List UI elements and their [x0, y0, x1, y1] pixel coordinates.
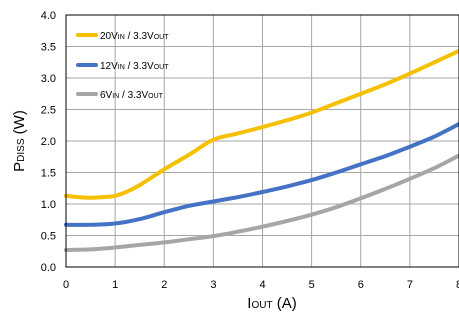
legend-label-1: 20VIN / 3.3VOUT: [100, 31, 169, 42]
x-tick-label: 7: [407, 279, 413, 291]
series-lines: [64, 48, 459, 252]
series-line-2: [64, 122, 459, 227]
y-tick-label: 3.0: [41, 73, 56, 85]
x-tick-label: 0: [63, 279, 69, 291]
x-tick-label: 4: [259, 279, 265, 291]
y-axis-title: PDISS (W): [11, 110, 28, 172]
x-tick-label: 3: [210, 279, 216, 291]
x-tick-label: 5: [309, 279, 315, 291]
y-tick-label: 0.0: [41, 262, 56, 274]
legend-label-3: 6VIN / 3.3VOUT: [100, 90, 164, 101]
x-tick-label: 1: [112, 279, 118, 291]
x-tick-label: 6: [358, 279, 364, 291]
legend-label-2: 12VIN / 3.3VOUT: [100, 61, 169, 72]
x-tick-label: 2: [161, 279, 167, 291]
x-axis-title: IOUT (A): [247, 295, 296, 312]
y-tick-label: 4.0: [41, 10, 56, 22]
grid-lines: [66, 15, 459, 267]
y-tick-label: 2.0: [41, 136, 56, 148]
plot-frame: [65, 14, 459, 268]
y-axis-ticks: 0.0 0.5 1.0 1.5 2.0 2.5 3.0 3.5 4.0: [41, 10, 56, 274]
y-tick-label: 1.0: [41, 199, 56, 211]
y-tick-label: 1.5: [41, 168, 56, 180]
y-tick-label: 3.5: [41, 42, 56, 54]
series-line-1: [64, 48, 459, 200]
x-tick-label: 8: [456, 279, 459, 291]
legend: 20VIN / 3.3VOUT 12VIN / 3.3VOUT 6VIN / 3.3…: [76, 31, 169, 101]
y-tick-label: 0.5: [41, 231, 56, 243]
series-line-3: [64, 153, 459, 252]
y-tick-label: 2.5: [41, 105, 56, 117]
x-axis-ticks: 0 1 2 3 4 5 6 7 8: [63, 279, 459, 291]
